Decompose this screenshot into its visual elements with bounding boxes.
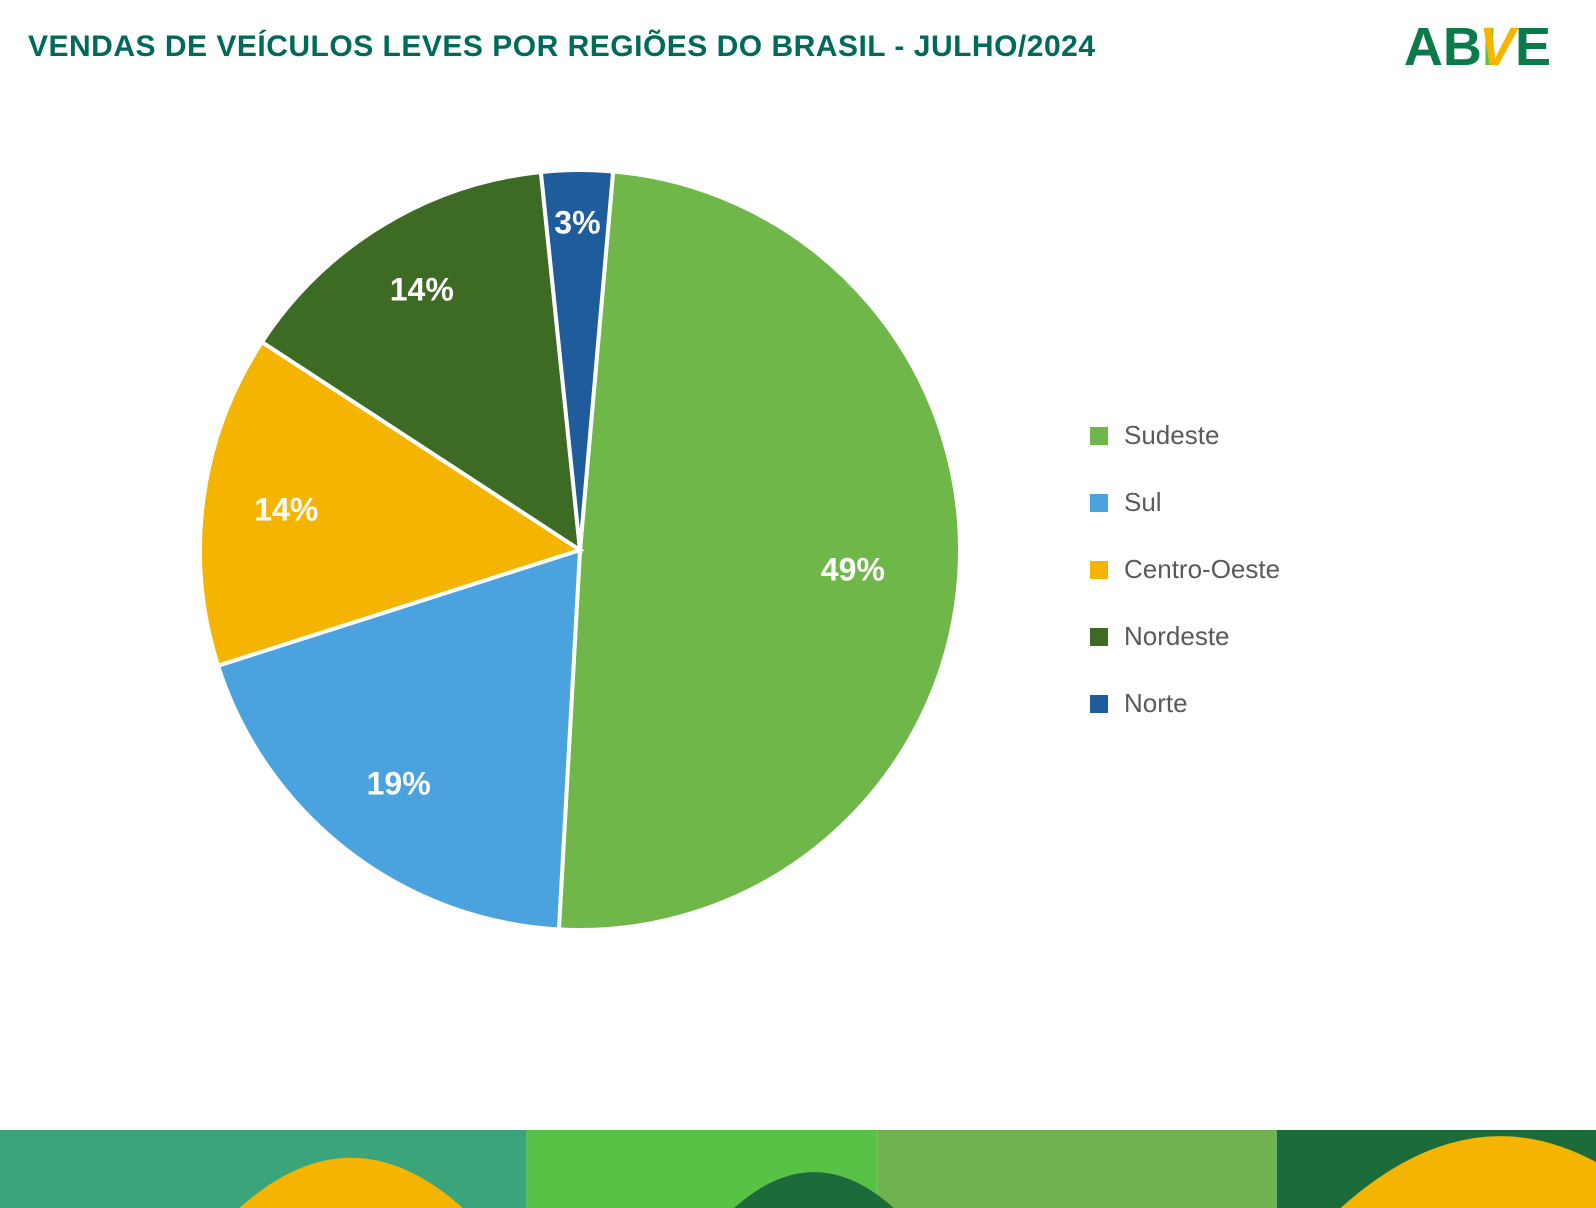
footer-band <box>0 1130 1596 1208</box>
pie-slice <box>559 171 960 930</box>
legend-item: Nordeste <box>1090 621 1280 652</box>
legend-item: Sudeste <box>1090 420 1280 451</box>
legend-marker <box>1090 561 1108 579</box>
brand-logo: ABIVE <box>1404 20 1551 74</box>
legend-label: Nordeste <box>1124 621 1230 652</box>
legend-item: Centro-Oeste <box>1090 554 1280 585</box>
pie-slice-label: 19% <box>367 766 431 803</box>
logo-letter-e: E <box>1515 20 1551 74</box>
legend-marker <box>1090 628 1108 646</box>
slide-page: { "title": { "text": "VENDAS DE VEÍCULOS… <box>0 0 1596 1208</box>
pie-slice-label: 49% <box>821 551 885 588</box>
page-title: VENDAS DE VEÍCULOS LEVES POR REGIÕES DO … <box>28 30 1096 64</box>
pie-slice-label: 14% <box>390 272 454 309</box>
legend-label: Centro-Oeste <box>1124 554 1280 585</box>
pie-slice-label: 3% <box>554 205 600 242</box>
legend-label: Sul <box>1124 487 1162 518</box>
legend-marker <box>1090 494 1108 512</box>
legend-item: Sul <box>1090 487 1280 518</box>
legend-label: Norte <box>1124 688 1188 719</box>
legend-item: Norte <box>1090 688 1280 719</box>
pie-svg <box>200 170 960 930</box>
legend-label: Sudeste <box>1124 420 1219 451</box>
logo-letter-v: V <box>1479 20 1515 74</box>
logo-letter-b: B <box>1443 20 1482 74</box>
chart-legend: Sudeste Sul Centro-Oeste Nordeste Norte <box>1090 420 1280 755</box>
pie-chart: 49% 19% 14% 14% 3% <box>200 170 960 930</box>
footer-band-segment <box>878 1130 1277 1208</box>
pie-slice-label: 14% <box>254 492 318 529</box>
legend-marker <box>1090 695 1108 713</box>
logo-letter-a: A <box>1404 20 1443 74</box>
legend-marker <box>1090 427 1108 445</box>
